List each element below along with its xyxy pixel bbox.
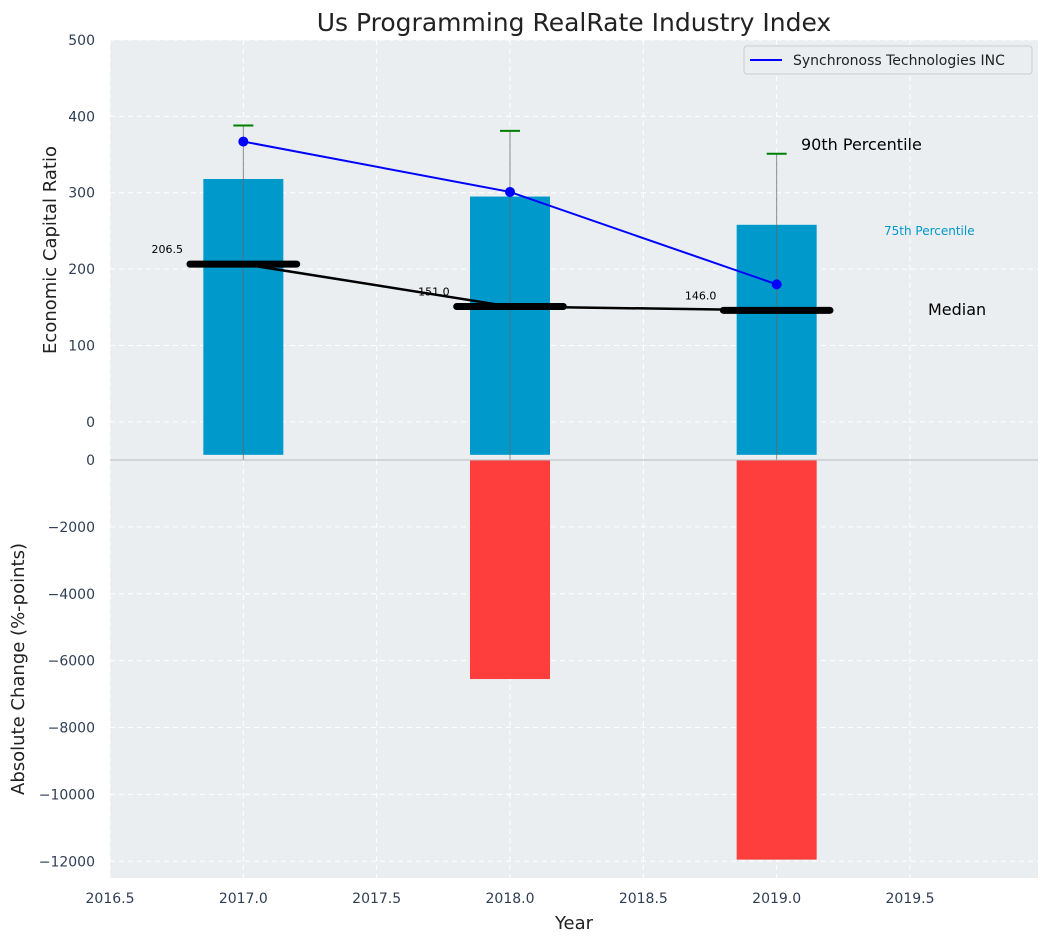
top-y-tick-label: 200 xyxy=(68,262,95,278)
bottom-y-tick-label: −6000 xyxy=(48,654,95,670)
chart-title: Us Programming RealRate Industry Index xyxy=(317,8,831,37)
x-tick-label: 2016.5 xyxy=(86,891,135,907)
bottom-y-ticks: 0 −2000 −4000 −6000 −8000 −10000 −12000 xyxy=(39,453,95,870)
legend-label-synchronoss: Synchronoss Technologies INC xyxy=(793,53,1005,69)
median-value-label: 151.0 xyxy=(418,286,450,299)
bottom-y-tick-label: −2000 xyxy=(48,520,95,536)
median-value-label: 146.0 xyxy=(685,289,717,302)
annotation-90th-percentile: 90th Percentile xyxy=(801,135,922,154)
x-tick-label: 2018.5 xyxy=(619,891,668,907)
series-point-synchronoss xyxy=(505,186,515,197)
bottom-y-tick-label: −12000 xyxy=(39,854,95,870)
bottom-y-axis-label: Absolute Change (%-points) xyxy=(8,543,29,795)
x-ticks: 2016.5 2017.0 2017.5 2018.0 2018.5 2019.0 2019… xyxy=(86,891,935,907)
top-y-tick-label: 400 xyxy=(68,109,95,125)
series-point-synchronoss xyxy=(238,136,249,147)
bottom-panel-background xyxy=(110,460,1038,878)
bottom-y-tick-label: −10000 xyxy=(39,787,95,803)
top-panel: 206.5 151.0 146.0 0 100 200 300 400 500 90th Pe… xyxy=(40,33,1038,460)
legend: Synchronoss Technologies INC xyxy=(743,45,1033,75)
bottom-panel: 0 −2000 −4000 −6000 −8000 −10000 −12000 Absolu… xyxy=(8,453,1038,878)
top-y-tick-label: 0 xyxy=(86,415,95,431)
annotation-median: Median xyxy=(928,300,986,319)
top-y-axis-label: Economic Capital Ratio xyxy=(40,146,61,354)
legend-box xyxy=(743,45,1033,75)
x-tick-label: 2019.5 xyxy=(886,891,935,907)
bar-absolute-change xyxy=(470,460,550,680)
bottom-bars xyxy=(470,460,817,860)
top-median: 206.5 151.0 146.0 xyxy=(152,243,834,314)
top-series xyxy=(238,136,782,290)
x-tick-label: 2017.0 xyxy=(219,891,268,907)
top-whiskers xyxy=(233,124,787,460)
bottom-y-tick-label: −8000 xyxy=(48,721,95,737)
bottom-y-tick-label: −4000 xyxy=(48,587,95,603)
median-value-label: 206.5 xyxy=(152,243,184,256)
bottom-y-tick-label: 0 xyxy=(86,453,95,469)
bar-absolute-change xyxy=(736,460,817,860)
top-y-tick-label: 300 xyxy=(68,186,95,202)
top-y-tick-label: 100 xyxy=(68,338,95,354)
x-tick-label: 2018.0 xyxy=(486,891,535,907)
top-y-tick-label: 500 xyxy=(68,33,95,49)
top-y-ticks: 0 100 200 300 400 500 xyxy=(68,33,95,431)
series-point-synchronoss xyxy=(771,279,782,290)
x-axis-label: Year xyxy=(554,913,594,934)
top-annotations: 90th Percentile 75th Percentile Median xyxy=(801,135,986,319)
x-tick-label: 2017.5 xyxy=(352,891,401,907)
annotation-75th-percentile: 75th Percentile xyxy=(884,224,975,238)
x-tick-label: 2019.0 xyxy=(752,891,801,907)
